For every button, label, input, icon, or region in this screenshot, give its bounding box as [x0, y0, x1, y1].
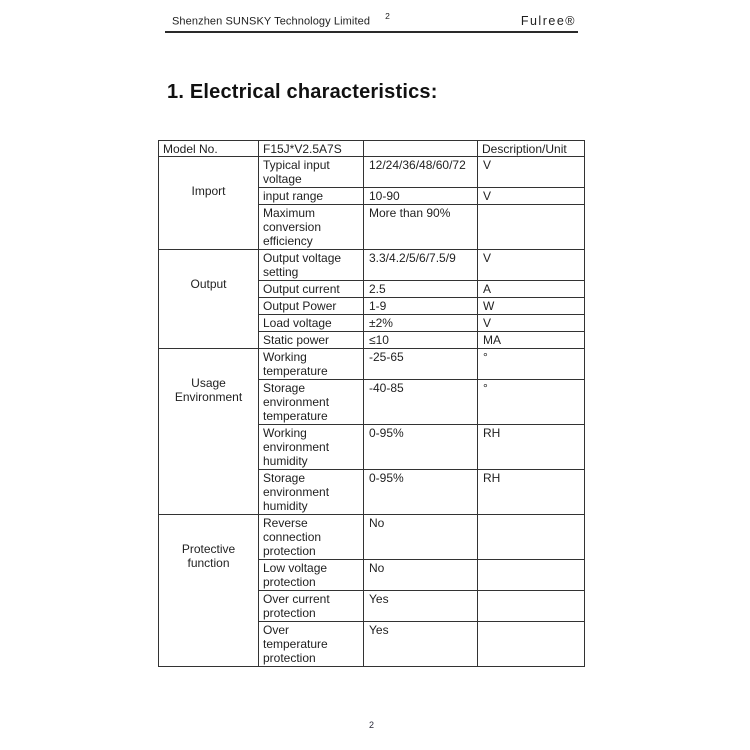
table-row: Static power ≤10 MA — [159, 331, 585, 349]
property-cell: Output voltage setting — [258, 249, 364, 281]
unit-cell — [477, 514, 585, 560]
value-cell: 3.3/4.2/5/6/7.5/9 — [363, 249, 478, 281]
value-cell: 0-95% — [363, 424, 478, 470]
value-cell: -40-85 — [363, 379, 478, 425]
value-cell: -25-65 — [363, 348, 478, 380]
company-name: Shenzhen SUNSKY Technology Limited 2 — [165, 11, 390, 28]
group-cell-import: Import — [158, 156, 259, 250]
property-cell: Over current protection — [258, 590, 364, 622]
table-row: Import Typical input voltage 12/24/36/48/6… — [158, 156, 585, 250]
header-empty — [363, 140, 478, 157]
value-cell: ±2% — [363, 314, 478, 332]
group-cell-output: Output — [158, 249, 259, 349]
header-description-unit: Description/Unit — [477, 140, 585, 157]
property-cell: input range — [258, 187, 364, 205]
property-cell: Maximum conversion efficiency — [258, 204, 364, 250]
table-row: Over temperature protection Yes — [159, 621, 585, 667]
property-cell: Static power — [258, 331, 364, 349]
value-cell: Yes — [363, 621, 478, 667]
unit-cell: V — [477, 156, 585, 188]
unit-cell: MA — [477, 331, 585, 349]
unit-cell — [477, 559, 585, 591]
value-cell: More than 90% — [363, 204, 478, 250]
value-cell: No — [363, 514, 478, 560]
table-row: Storage environment humidity 0-95% RH — [159, 469, 585, 515]
value-cell: 2.5 — [363, 280, 478, 298]
property-cell: Load voltage — [258, 314, 364, 332]
value-cell: No — [363, 559, 478, 591]
table-row: Protective function Reverse connection pr… — [158, 514, 585, 667]
table-row: Over current protection Yes — [159, 590, 585, 622]
unit-cell: RH — [477, 469, 585, 515]
property-cell: Reverse connection protection — [258, 514, 364, 560]
header-footnote-marker: 2 — [385, 11, 390, 21]
electrical-characteristics-table: Model No. F15J*V2.5A7S Description/Unit … — [158, 140, 585, 667]
unit-cell: V — [477, 314, 585, 332]
unit-cell — [477, 621, 585, 667]
property-cell: Low voltage protection — [258, 559, 364, 591]
page-title: 1. Electrical characteristics: — [167, 81, 438, 103]
property-cell: Typical input voltage — [258, 156, 364, 188]
value-cell: 1-9 — [363, 297, 478, 315]
unit-cell — [477, 204, 585, 250]
unit-cell: W — [477, 297, 585, 315]
brand-logo: Fulree® — [520, 13, 576, 28]
unit-cell: V — [477, 249, 585, 281]
unit-cell: V — [477, 187, 585, 205]
table-row: Output Output voltage setting 3.3/4.2/5/6/… — [158, 249, 585, 349]
value-cell: 12/24/36/48/60/72 — [363, 156, 478, 188]
unit-cell: A — [477, 280, 585, 298]
value-cell: 0-95% — [363, 469, 478, 515]
table-row: Working environment humidity 0-95% RH — [159, 424, 585, 470]
table-row: Storage environment temperature -40-85 ° — [159, 379, 585, 425]
group-cell-usage-environment: Usage Environment — [158, 348, 259, 515]
property-cell: Storage environment humidity — [258, 469, 364, 515]
page-header: Shenzhen SUNSKY Technology Limited 2 Fulr… — [165, 11, 578, 33]
property-cell: Over temperature protection — [258, 621, 364, 667]
unit-cell: RH — [477, 424, 585, 470]
unit-cell: ° — [477, 348, 585, 380]
header-model-no: Model No. — [158, 140, 259, 157]
property-cell: Output Power — [258, 297, 364, 315]
property-cell: Output current — [258, 280, 364, 298]
unit-cell — [477, 590, 585, 622]
value-cell: Yes — [363, 590, 478, 622]
property-cell: Storage environment temperature — [258, 379, 364, 425]
value-cell: 10-90 — [363, 187, 478, 205]
company-text: Shenzhen SUNSKY Technology Limited — [172, 15, 371, 28]
property-cell: Working environment humidity — [258, 424, 364, 470]
value-cell: ≤10 — [363, 331, 478, 349]
group-cell-protective-function: Protective function — [158, 514, 259, 667]
page-number: 2 — [368, 720, 374, 730]
table-header-row: Model No. F15J*V2.5A7S Description/Unit — [158, 140, 585, 157]
unit-cell: ° — [477, 379, 585, 425]
table-row: Load voltage ±2% V — [159, 314, 585, 332]
property-cell: Working temperature — [258, 348, 364, 380]
header-model-value: F15J*V2.5A7S — [258, 140, 364, 157]
table-row: Usage Environment Working temperature -25-… — [158, 348, 585, 515]
